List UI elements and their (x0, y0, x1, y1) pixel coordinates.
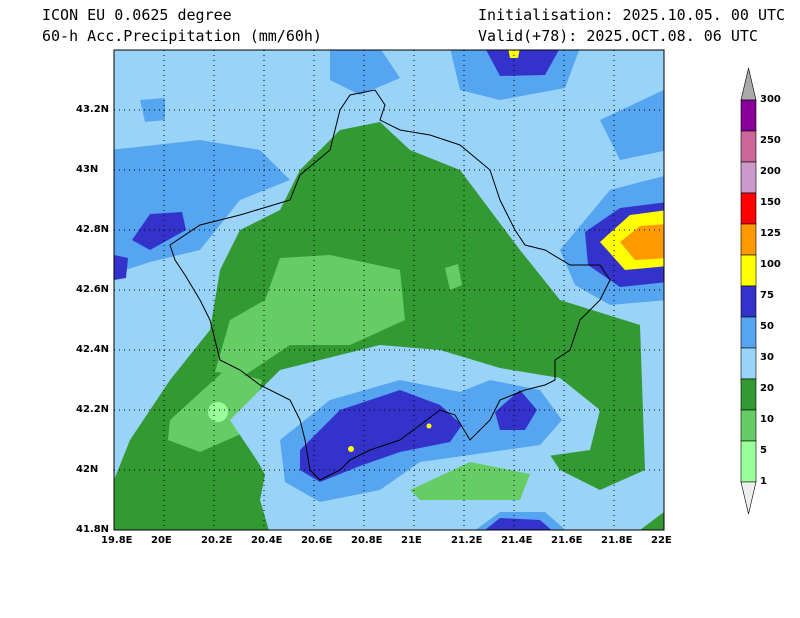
colorbar-level-label: 150 (760, 197, 781, 208)
colorbar-level-label: 100 (760, 259, 781, 270)
graticule (114, 50, 664, 530)
colorbar-level-label: 300 (760, 94, 781, 105)
colorbar-level-label: 20 (760, 383, 774, 394)
lon-tick-label: 21E (401, 535, 422, 546)
lat-tick-label: 41.8N (76, 524, 110, 535)
lon-tick-label: 20.4E (251, 535, 283, 546)
lon-tick-label: 20.8E (351, 535, 383, 546)
lat-tick-label: 42N (76, 464, 99, 475)
lon-tick-label: 20E (151, 535, 172, 546)
precip-field (114, 50, 664, 530)
lon-tick-label: 19.8E (101, 535, 133, 546)
lat-tick-label: 43N (76, 164, 99, 175)
colorbar-level-label: 250 (760, 135, 781, 146)
lat-tick-label: 42.8N (76, 224, 110, 235)
colorbar-level-label: 200 (760, 166, 781, 177)
lon-tick-label: 20.2E (201, 535, 233, 546)
lon-tick-label: 22E (651, 535, 672, 546)
colorbar-level-label: 125 (760, 228, 781, 239)
init-time: Initialisation: 2025.10.05. 00 UTC (478, 6, 786, 24)
colorbar-level-label: 50 (760, 321, 774, 332)
colorbar-level-label: 30 (760, 352, 774, 363)
variable-title: 60-h Acc.Precipitation (mm/60h) (42, 27, 322, 45)
lat-tick-label: 42.4N (76, 344, 110, 355)
colorbar-level-label: 75 (760, 290, 774, 301)
model-title: ICON EU 0.0625 degree (42, 6, 232, 24)
lon-tick-label: 21.6E (551, 535, 583, 546)
colorbar-level-label: 10 (760, 414, 774, 425)
lat-tick-label: 43.2N (76, 104, 110, 115)
valid-time: Valid(+78): 2025.OCT.08. 06 UTC (478, 27, 758, 45)
lon-tick-label: 21.2E (451, 535, 483, 546)
lat-tick-label: 42.2N (76, 404, 110, 415)
lat-tick-label: 42.6N (76, 284, 110, 295)
country-border (169, 89, 611, 481)
colorbar-level-label: 1 (760, 476, 767, 487)
lon-tick-label: 20.6E (301, 535, 333, 546)
map-frame (113, 49, 665, 531)
lon-tick-label: 21.4E (501, 535, 533, 546)
colorbar-level-label: 5 (760, 445, 767, 456)
colorbar (740, 67, 757, 515)
lon-tick-label: 21.8E (601, 535, 633, 546)
